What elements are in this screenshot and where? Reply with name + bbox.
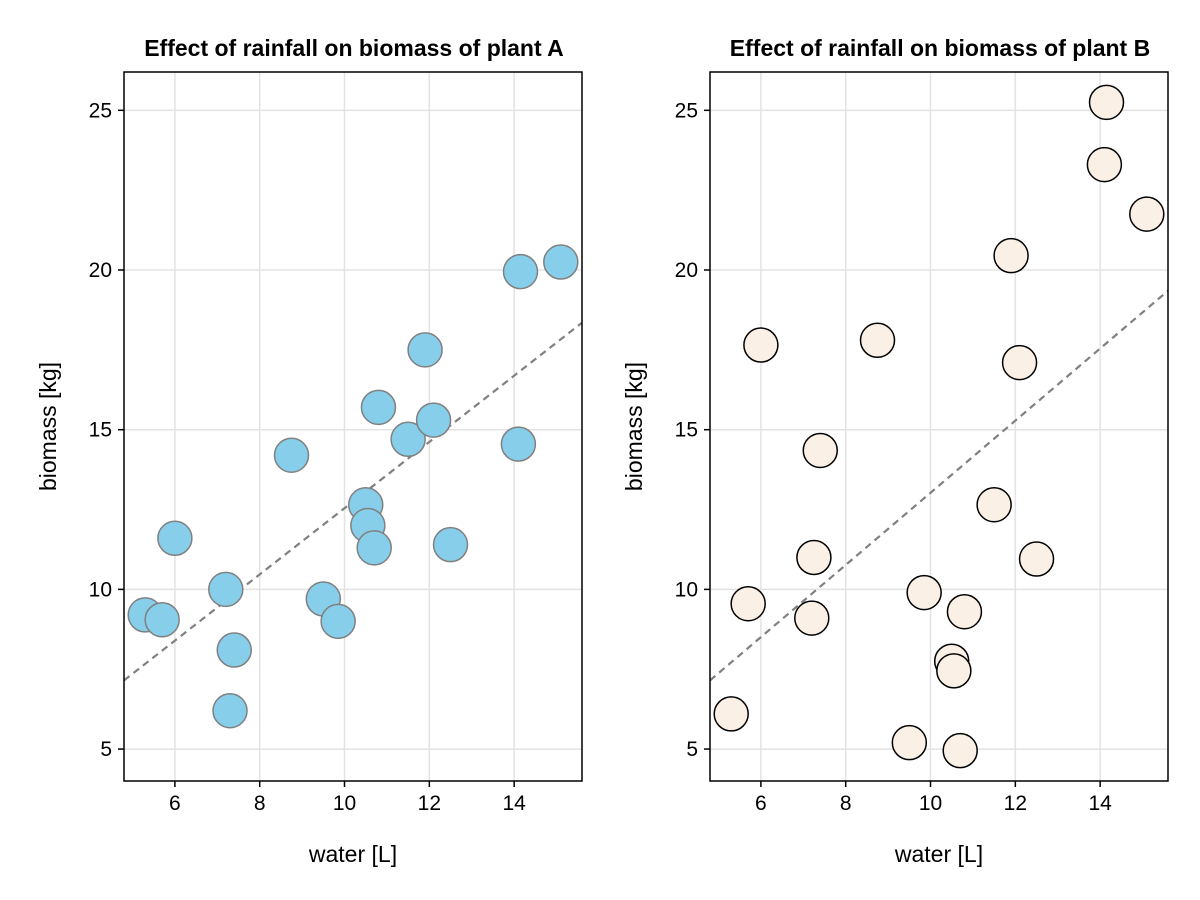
plant-a-chart-title: Effect of rainfall on biomass of plant A	[144, 35, 564, 61]
plant-a-data-point	[157, 520, 193, 557]
plant-a-x-tick-label: 12	[418, 792, 441, 815]
plant-b-fit-line	[710, 289, 1168, 682]
plant-a-x-axis-label: water [L]	[308, 841, 397, 867]
plant-b-x-tick-label: 14	[1088, 792, 1112, 815]
plant-b-chart-title: Effect of rainfall on biomass of plant B	[730, 35, 1150, 61]
plant-a-x-tick-label: 14	[502, 792, 526, 815]
plant-b-data-point	[1088, 84, 1125, 121]
plant-b-y-tick-label: 5	[686, 738, 698, 761]
plant-a-y-tick-label: 25	[89, 99, 112, 122]
plant-b-data-point	[936, 653, 972, 689]
plant-a-y-tick-label: 5	[100, 738, 112, 761]
plant-b-x-axis-label: water [L]	[894, 841, 983, 867]
plant-a-data-point	[407, 332, 443, 368]
plant-b-y-tick-label: 15	[675, 419, 698, 442]
plant-b-data-point	[713, 696, 749, 732]
plant-a-data-point	[502, 253, 539, 290]
plant-b-data-point	[1086, 146, 1123, 183]
plant-b-data-point	[802, 432, 839, 469]
plant-b-y-tick-label: 10	[675, 578, 698, 601]
plant-b-data-point	[891, 724, 928, 761]
plant-b-data-point	[1001, 344, 1038, 381]
plant-a-y-tick-label: 15	[89, 419, 112, 442]
plant-b-data-point	[1129, 196, 1165, 232]
plant-a-x-tick-label: 10	[333, 792, 356, 815]
plant-b-y-tick-label: 20	[675, 259, 698, 282]
plant-a-y-axis-label: biomass [kg]	[35, 362, 61, 491]
plant-b-data-point	[976, 486, 1012, 523]
plant-a-x-tick-label: 8	[254, 792, 266, 815]
plant-b-y-tick-label: 25	[675, 99, 698, 122]
plant-b-data-point	[730, 586, 766, 622]
plant-a-data-point	[360, 389, 397, 426]
plant-a-data-point	[356, 530, 392, 566]
plant-b-data-point	[796, 539, 832, 576]
plant-b-plot-frame	[709, 71, 1169, 782]
plant-a-data-point	[320, 603, 356, 640]
plant-b-x-tick-label: 6	[755, 792, 767, 815]
plant-a-data-point	[432, 526, 469, 563]
plant-b-data-point	[794, 600, 830, 636]
plant-b-y-axis-label: biomass [kg]	[621, 362, 647, 491]
plant-b-x-tick-label: 12	[1004, 792, 1027, 815]
plant-a-y-tick-label: 10	[89, 578, 112, 601]
plant-b-data-point	[743, 327, 779, 363]
plant-b-data-point	[993, 237, 1029, 274]
plant-a-plot-frame	[123, 71, 583, 782]
plant-a-data-point	[500, 426, 537, 462]
plant-a-data-point	[543, 244, 579, 280]
plant-a-data-point	[273, 437, 310, 473]
plant-a-data-point	[415, 402, 452, 438]
plant-b-x-tick-label: 8	[840, 792, 852, 815]
plant-b-data-point	[946, 593, 983, 630]
plant-b-panel: 6 8 10 12 14 5 10 15 20 25 Effect of rainfall on b…	[621, 35, 1169, 867]
plant-b-data-point	[906, 574, 942, 611]
plant-a-data-point	[208, 571, 244, 608]
plant-b-data-point	[1018, 541, 1055, 577]
plant-b-x-tick-label: 10	[919, 792, 942, 815]
plant-a-data-point	[212, 692, 248, 729]
plant-b-data-point	[942, 732, 978, 769]
plant-b-data-point	[859, 322, 896, 359]
plant-a-x-tick-label: 6	[169, 792, 181, 815]
plant-a-panel: 6 8 10 12 14 5 10 15 20 25 Effect of rainfall on b…	[35, 35, 583, 867]
plant-a-data-point	[144, 601, 180, 638]
plant-a-data-point	[216, 632, 253, 668]
plant-a-y-tick-label: 20	[89, 259, 112, 282]
plant-a-data-point	[390, 421, 426, 458]
